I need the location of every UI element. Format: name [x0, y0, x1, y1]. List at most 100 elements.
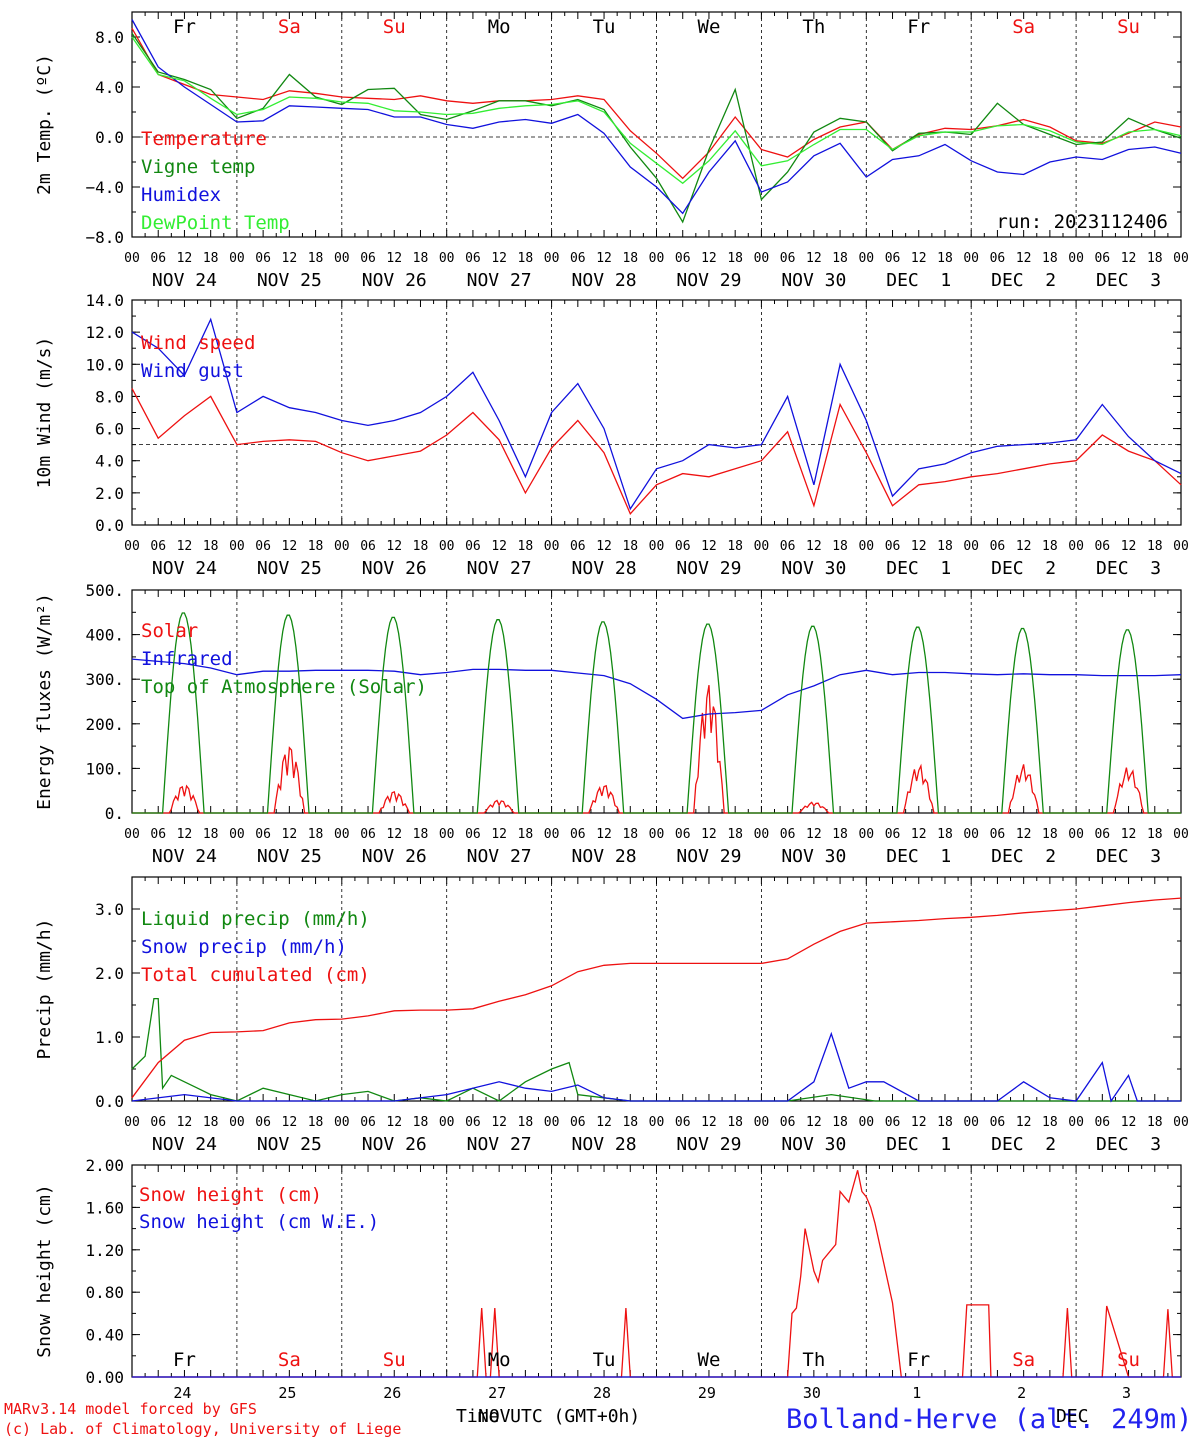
y-tick-label: 4.0 — [95, 452, 124, 471]
hour-tick-label: 18 — [727, 251, 743, 266]
hour-tick-label: 00 — [1068, 827, 1084, 842]
hour-tick-label: 00 — [334, 827, 350, 842]
hour-tick-label: 18 — [727, 539, 743, 554]
hour-tick-label: 18 — [1042, 1115, 1058, 1130]
hour-tick-label: 00 — [754, 539, 770, 554]
hour-tick-label: 00 — [439, 539, 455, 554]
hour-tick-label: 06 — [1094, 251, 1110, 266]
date-label: NOV 27 — [467, 1134, 532, 1155]
hour-tick-label: 18 — [1042, 539, 1058, 554]
hour-tick-label: 06 — [990, 1115, 1006, 1130]
hour-tick-label: 00 — [439, 1115, 455, 1130]
y-tick-label: 0.0 — [95, 516, 124, 535]
date-label: NOV 27 — [467, 846, 532, 867]
hour-tick-label: 12 — [806, 251, 822, 266]
hour-tick-label: 12 — [491, 251, 507, 266]
station-name: Bolland-Herve (alt. 249m) — [786, 1404, 1192, 1435]
hour-tick-label: 06 — [255, 539, 271, 554]
month-overlay-dec: DEC — [1056, 1406, 1089, 1427]
date-label: DEC 1 — [886, 846, 951, 867]
day-of-week-label: Mo — [488, 16, 511, 38]
day-number-label: 1 — [912, 1384, 921, 1402]
panel-energy: 0. 100. 200. 300. 400. 500. Energy fluxes (W/m… — [34, 581, 1189, 867]
hour-tick-label: 12 — [806, 827, 822, 842]
y-tick-label: 0.0 — [95, 1092, 124, 1111]
hour-tick-label: 06 — [570, 539, 586, 554]
legend-entry: Top of Atmosphere (Solar) — [141, 676, 427, 698]
date-label: DEC 3 — [1096, 558, 1161, 579]
hour-tick-label: 06 — [465, 827, 481, 842]
hour-tick-label: 06 — [780, 1115, 796, 1130]
hour-tick-label: 00 — [229, 539, 245, 554]
date-label: NOV 24 — [152, 1134, 217, 1155]
hour-tick-label: 18 — [1147, 251, 1163, 266]
hour-tick-label: 18 — [832, 1115, 848, 1130]
hour-tick-label: 06 — [150, 539, 166, 554]
hour-tick-label: 12 — [282, 827, 298, 842]
series-line-dewpoint-temp — [131, 36, 1182, 185]
hour-tick-label: 18 — [937, 251, 953, 266]
hour-tick-label: 18 — [937, 827, 953, 842]
series-line-top-of-atmosphere-solar- — [132, 612, 1181, 814]
hour-tick-label: 00 — [229, 1115, 245, 1130]
credit-model: MARv3.14 model forced by GFS — [4, 1400, 257, 1418]
y-axis-label: 10m Wind (m/s) — [34, 337, 55, 489]
hour-tick-label: 06 — [1094, 827, 1110, 842]
day-of-week-label: Sa — [278, 16, 301, 38]
y-tick-label: 6.0 — [95, 420, 124, 439]
hour-tick-label: 18 — [937, 1115, 953, 1130]
hour-tick-label: 06 — [150, 251, 166, 266]
hour-tick-label: 12 — [701, 539, 717, 554]
hour-tick-label: 18 — [1042, 251, 1058, 266]
hour-tick-label: 00 — [963, 1115, 979, 1130]
hour-tick-label: 06 — [360, 251, 376, 266]
hour-tick-label: 06 — [990, 827, 1006, 842]
legend-entry: Snow precip (mm/h) — [141, 936, 347, 958]
hour-tick-label: 00 — [124, 539, 140, 554]
series-line-temperature — [131, 27, 1182, 180]
plot-frame — [131, 589, 1182, 814]
hour-tick-label: 00 — [963, 539, 979, 554]
hour-tick-label: 12 — [596, 1115, 612, 1130]
day-of-week-label: Su — [383, 16, 406, 38]
day-of-week-label: Su — [1117, 16, 1140, 38]
day-number-label: 27 — [488, 1384, 506, 1402]
day-of-week-label: Fr — [907, 16, 930, 38]
hour-tick-label: 00 — [1068, 1115, 1084, 1130]
date-label: DEC 1 — [886, 270, 951, 291]
hour-tick-label: 06 — [780, 539, 796, 554]
y-tick-label: 200. — [85, 715, 124, 734]
hour-tick-label: 12 — [177, 827, 193, 842]
hour-tick-label: 12 — [491, 1115, 507, 1130]
y-tick-label: 400. — [85, 626, 124, 645]
hour-tick-label: 12 — [911, 251, 927, 266]
hour-tick-label: 06 — [255, 827, 271, 842]
hour-tick-label: 18 — [1042, 827, 1058, 842]
y-axis-label: Precip (mm/h) — [34, 919, 55, 1060]
hour-tick-label: 00 — [1173, 251, 1189, 266]
hour-tick-label: 00 — [858, 827, 874, 842]
hour-tick-label: 00 — [439, 827, 455, 842]
legend-entry: Snow height (cm) — [139, 1184, 322, 1206]
y-tick-label: −4.0 — [85, 178, 124, 197]
day-of-week-label: Th — [802, 1349, 825, 1371]
panel-wind: 0.0 2.0 4.0 6.0 8.0 10.0 12.0 14.0 10m Wind (m/s… — [34, 291, 1189, 579]
hour-tick-label: 06 — [885, 539, 901, 554]
hour-tick-label: 00 — [544, 1115, 560, 1130]
hour-tick-label: 12 — [282, 1115, 298, 1130]
hour-tick-label: 18 — [727, 1115, 743, 1130]
hour-tick-label: 06 — [885, 1115, 901, 1130]
y-tick-label: 12.0 — [85, 323, 124, 342]
hour-tick-label: 00 — [649, 1115, 665, 1130]
series-line-infrared — [131, 658, 1182, 720]
hour-tick-label: 12 — [282, 539, 298, 554]
hour-tick-label: 00 — [754, 827, 770, 842]
date-label: NOV 24 — [152, 270, 217, 291]
hour-tick-label: 18 — [1147, 1115, 1163, 1130]
series-line-liquid-precip-mm-h- — [131, 997, 1181, 1102]
hour-tick-label: 00 — [334, 251, 350, 266]
y-tick-label: 1.0 — [95, 1028, 124, 1047]
legend-entry: Humidex — [141, 184, 221, 206]
date-label: NOV 25 — [257, 1134, 322, 1155]
hour-tick-label: 18 — [832, 539, 848, 554]
